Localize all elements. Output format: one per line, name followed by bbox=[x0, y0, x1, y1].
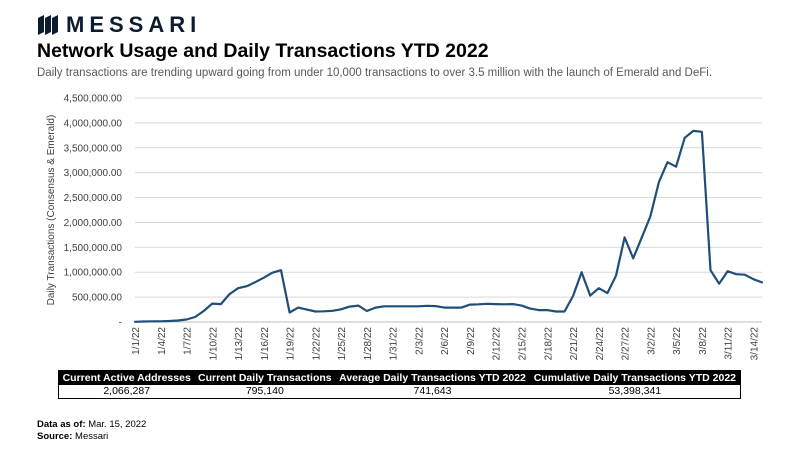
x-tick-label: 2/24/22 bbox=[595, 327, 606, 361]
y-tick-label: 4,000,000.00 bbox=[64, 118, 123, 129]
chart-title: Network Usage and Daily Transactions YTD… bbox=[37, 40, 489, 62]
stats-header-row: Current Active Addresses Current Daily T… bbox=[58, 370, 741, 385]
source-label: Source bbox=[37, 431, 70, 442]
x-tick-label: 2/12/22 bbox=[492, 327, 503, 361]
x-tick-label: 1/4/22 bbox=[157, 327, 168, 355]
y-axis-label: Daily Transactions (Consensus & Emerald) bbox=[46, 115, 57, 306]
stats-value: 741,643 bbox=[413, 385, 452, 398]
y-tick-label: 2,500,000.00 bbox=[64, 193, 123, 204]
y-tick-label: 500,000.00 bbox=[72, 293, 122, 304]
x-tick-label: 2/21/22 bbox=[569, 327, 580, 361]
stats-value: 53,398,341 bbox=[608, 385, 662, 398]
chart-subtitle: Daily transactions are trending upward g… bbox=[37, 67, 713, 79]
messari-logo: MESSARI bbox=[37, 13, 201, 37]
stats-header: Current Daily Transactions bbox=[194, 370, 336, 385]
x-tick-label: 2/6/22 bbox=[440, 327, 451, 355]
x-tick-label: 1/19/22 bbox=[286, 327, 297, 361]
x-tick-label: 2/3/22 bbox=[414, 327, 425, 355]
y-tick-label: - bbox=[119, 318, 122, 329]
x-tick-label: 1/31/22 bbox=[389, 327, 400, 361]
x-tick-label: 1/28/22 bbox=[363, 327, 374, 361]
data-as-of: Data as of: Mar. 15, 2022 bbox=[37, 419, 147, 430]
brand-name: MESSARI bbox=[66, 12, 202, 37]
stats-value-row: 2,066,287 795,140 741,643 53,398,341 bbox=[59, 385, 741, 399]
data-as-of-label: Data as of bbox=[37, 419, 83, 430]
x-tick-label: 1/22/22 bbox=[311, 327, 322, 361]
stats-table: Current Active Addresses Current Daily T… bbox=[58, 370, 741, 399]
stats-value: 795,140 bbox=[245, 385, 284, 398]
x-tick-label: 2/18/22 bbox=[543, 327, 554, 361]
y-tick-label: 3,000,000.00 bbox=[64, 168, 123, 179]
stats-value: 2,066,287 bbox=[103, 385, 151, 398]
x-tick-label: 2/15/22 bbox=[518, 327, 529, 361]
y-tick-label: 1,000,000.00 bbox=[64, 268, 123, 279]
x-tick-label: 2/27/22 bbox=[621, 327, 632, 361]
x-tick-label: 1/7/22 bbox=[183, 327, 194, 355]
x-tick-label: 1/25/22 bbox=[337, 327, 348, 361]
line-chart: - 500,000.00 1,000,000.00 1,500,000.00 2,000… bbox=[46, 94, 764, 361]
series-line bbox=[133, 129, 764, 323]
source-note: Source: Messari bbox=[37, 431, 109, 442]
x-tick-label: 1/16/22 bbox=[260, 327, 271, 361]
source-value: Messari bbox=[75, 431, 109, 442]
x-tick-label: 3/5/22 bbox=[672, 327, 683, 355]
x-tick-label: 3/2/22 bbox=[646, 327, 657, 355]
y-tick-label: 2,000,000.00 bbox=[64, 218, 123, 229]
y-tick-label: 4,500,000.00 bbox=[64, 94, 123, 105]
stats-header: Average Daily Transactions YTD 2022 bbox=[335, 370, 530, 385]
x-tick-label: 3/14/22 bbox=[749, 327, 760, 361]
y-tick-label: 3,500,000.00 bbox=[64, 143, 123, 154]
x-tick-label: 1/13/22 bbox=[234, 327, 245, 361]
x-tick-label: 2/9/22 bbox=[466, 327, 477, 355]
x-tick-label: 1/1/22 bbox=[131, 327, 142, 355]
y-tick-label: 1,500,000.00 bbox=[64, 243, 123, 254]
x-tick-label: 1/10/22 bbox=[208, 327, 219, 361]
stats-header: Current Active Addresses bbox=[58, 370, 195, 385]
data-as-of-value: Mar. 15, 2022 bbox=[88, 419, 147, 430]
stats-header: Cumulative Daily Transactions YTD 2022 bbox=[529, 370, 741, 385]
x-tick-label: 3/8/22 bbox=[698, 327, 709, 355]
messari-logo-icon bbox=[38, 15, 58, 35]
x-tick-label: 3/11/22 bbox=[724, 327, 735, 360]
